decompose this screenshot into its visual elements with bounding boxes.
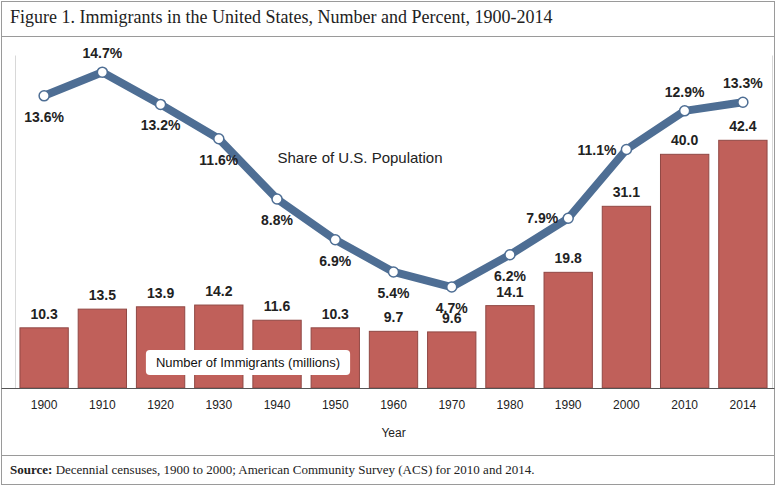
x-tick: 1960 [380, 388, 407, 412]
title-rule [2, 36, 775, 37]
line-label: 13.2% [141, 117, 181, 133]
x-tick-label: 2014 [730, 398, 757, 412]
line-label: 6.2% [494, 268, 526, 284]
bar-label: 40.0 [671, 132, 698, 148]
x-tick: 1910 [89, 388, 116, 412]
marker [389, 267, 399, 277]
bar-label: 13.5 [89, 287, 116, 303]
x-tick: 1920 [147, 388, 174, 412]
x-tick-label: 1970 [438, 398, 465, 412]
x-tick: 2010 [671, 388, 698, 412]
marker [447, 282, 457, 292]
y2-axis [772, 56, 773, 389]
y2-axis-line [772, 56, 773, 389]
bar-label: 14.1 [496, 284, 523, 300]
line-label: 7.9% [526, 210, 558, 226]
bar [136, 307, 184, 388]
bar [369, 331, 417, 388]
bar-label: 11.6 [264, 298, 291, 314]
series-label: Share of U.S. Population [277, 149, 442, 166]
bar-label: 42.4 [729, 118, 756, 134]
x-tick: 2000 [613, 388, 640, 412]
x-tick-label: 1980 [497, 398, 524, 412]
x-tick-label: 2000 [613, 398, 640, 412]
bar [428, 332, 476, 388]
x-axis: 1900 1910 1920 1930 1940 1950 1960 1970 1980 1990… [2, 388, 775, 412]
x-tick-label: 1990 [555, 398, 582, 412]
bar-label: 14.2 [205, 283, 232, 299]
bar [602, 206, 650, 388]
x-tick-label: 1920 [147, 398, 174, 412]
chart: Figure 1. Immigrants in the United State… [0, 0, 776, 486]
bar-label: 9.7 [384, 309, 404, 325]
x-tick: 2014 [730, 388, 757, 412]
series-label-text: Number of Immigrants (millions) [156, 355, 340, 370]
marker [214, 134, 224, 144]
marker [330, 235, 340, 245]
y-axis [15, 56, 16, 389]
bar [719, 140, 767, 388]
line [44, 72, 743, 287]
marker [156, 99, 166, 109]
bar [486, 306, 534, 388]
x-tick: 1930 [205, 388, 232, 412]
line-label: 5.4% [378, 285, 410, 301]
bar-label: 19.8 [555, 250, 582, 266]
source: Source: Decennial censuses, 1900 to 2000… [10, 462, 534, 477]
line-label: 6.9% [319, 253, 351, 269]
x-tick: 1950 [322, 388, 349, 412]
marker [563, 213, 573, 223]
series-label-box [146, 350, 350, 375]
x-tick: 1970 [438, 388, 465, 412]
x-tick-label: 1900 [31, 398, 58, 412]
bar-label: 31.1 [613, 184, 640, 200]
x-tick: 1940 [264, 388, 291, 412]
line-label: 13.6% [24, 109, 64, 125]
line-label: 11.6% [199, 152, 238, 168]
bar-label: 13.9 [147, 285, 174, 301]
bar-label: 10.3 [30, 306, 57, 322]
line-label: 14.7% [82, 45, 122, 61]
line-label: 11.1% [577, 142, 616, 158]
marker [738, 97, 748, 107]
line-label: 4.7% [436, 300, 468, 316]
marker [272, 194, 282, 204]
marker [505, 250, 515, 260]
x-tick: 1900 [31, 388, 58, 412]
series-label: Number of Immigrants (millions) [146, 350, 350, 375]
bar-label: 10.3 [322, 306, 349, 322]
bar [195, 305, 243, 388]
marker [621, 145, 631, 155]
bar [20, 328, 68, 388]
footer-rule [2, 455, 775, 456]
x-tick: 1990 [555, 388, 582, 412]
line-label: 13.3% [723, 75, 763, 91]
bar [660, 154, 708, 388]
bar [544, 272, 592, 388]
bar [78, 309, 126, 388]
x-tick-label: 1960 [380, 398, 407, 412]
x-axis-title: Year [381, 426, 405, 440]
x-tick-label: 1940 [264, 398, 291, 412]
line-label: 12.9% [665, 84, 705, 100]
title: Figure 1. Immigrants in the United State… [10, 7, 552, 27]
x-axis-line [2, 388, 775, 389]
y-axis-line [15, 56, 16, 389]
x-tick: 1980 [497, 388, 524, 412]
x-tick-label: 2010 [671, 398, 698, 412]
x-tick-label: 1930 [205, 398, 232, 412]
frame [2, 2, 775, 485]
line-label: 8.8% [261, 212, 293, 228]
marker [39, 91, 49, 101]
marks [20, 67, 767, 388]
labels: 10.313.513.914.211.610.39.79.614.119.831… [24, 45, 763, 375]
marker [680, 106, 690, 116]
marker [97, 67, 107, 77]
x-tick-label: 1910 [89, 398, 116, 412]
x-tick-label: 1950 [322, 398, 349, 412]
